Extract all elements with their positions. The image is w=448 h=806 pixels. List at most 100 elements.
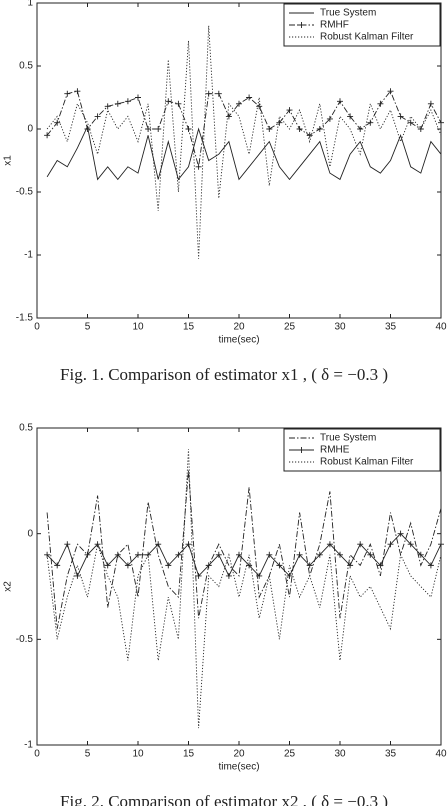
x-tick-label: 0 [34, 749, 40, 760]
figure-caption: Fig. 1. Comparison of estimator x1 , ( δ… [60, 365, 388, 384]
series-marker [397, 113, 404, 120]
y-tick-label: -1.5 [16, 313, 34, 324]
x-tick-label: 10 [132, 322, 144, 333]
series-marker [124, 562, 131, 569]
plot-frame [36, 427, 442, 746]
series-marker [236, 100, 242, 107]
y-tick-label: -0.5 [16, 634, 34, 645]
series-marker [135, 94, 141, 101]
x-tick-label: 10 [132, 749, 144, 760]
series-marker [427, 562, 434, 569]
series-marker [276, 562, 283, 569]
series-marker [135, 551, 141, 558]
series-marker [165, 98, 172, 105]
series-marker [286, 107, 293, 114]
series-marker [438, 541, 444, 548]
series-marker [337, 551, 343, 558]
series-marker [246, 94, 253, 101]
series-marker [84, 551, 91, 558]
series-marker [215, 90, 222, 97]
legend-label: Robust Kalman Filter [320, 32, 414, 43]
series-marker [74, 88, 81, 95]
series-marker [225, 113, 232, 120]
series-marker [377, 562, 384, 569]
x-tick-label: 35 [385, 322, 397, 333]
x-tick-label: 40 [435, 749, 447, 760]
plot-frame [36, 2, 442, 319]
series-marker [326, 541, 333, 548]
series-marker [225, 572, 232, 579]
series-marker [417, 551, 424, 558]
x-tick-label: 40 [435, 322, 447, 333]
series-marker [185, 126, 192, 132]
series-line [46, 470, 442, 629]
legend-label: Robust Kalman Filter [320, 457, 414, 468]
series-marker [427, 100, 434, 107]
series-marker [84, 126, 91, 132]
series-marker [438, 119, 444, 126]
series-marker [205, 562, 212, 569]
series-marker [387, 88, 394, 95]
y-tick-label: -1 [24, 250, 33, 261]
series-marker [296, 551, 303, 558]
series-marker [367, 119, 374, 126]
series-marker [195, 572, 202, 579]
series-marker [104, 103, 111, 110]
x-tick-label: 15 [183, 749, 195, 760]
series-marker [64, 90, 71, 97]
series-marker [124, 98, 131, 105]
series-marker [74, 572, 81, 579]
series-marker [104, 562, 111, 569]
series-marker [306, 562, 313, 569]
y-tick-label: 0.5 [19, 423, 33, 434]
series-marker [256, 103, 263, 110]
series-marker [44, 132, 51, 139]
x-tick-label: 0 [34, 322, 40, 333]
legend-marker [298, 447, 305, 453]
x-tick-label: 5 [85, 322, 91, 333]
series-line [46, 25, 442, 259]
y-tick-label: 0.5 [19, 61, 33, 72]
series-marker [114, 551, 121, 558]
x-tick-label: 20 [233, 749, 245, 760]
y-tick-label: 0 [27, 528, 33, 539]
series-marker [316, 551, 323, 558]
series-marker [236, 551, 242, 558]
series-marker [286, 572, 293, 579]
x-tick-label: 25 [284, 749, 296, 760]
series-marker [64, 541, 71, 548]
series-marker [407, 541, 414, 548]
series-marker [357, 126, 364, 132]
series-marker [54, 119, 61, 126]
series-line [46, 125, 442, 181]
x-axis-label: time(sec) [218, 762, 259, 773]
x-tick-label: 35 [385, 749, 397, 760]
series-marker [145, 126, 152, 132]
series-marker [185, 541, 192, 548]
x-tick-label: 25 [284, 322, 296, 333]
series-marker [155, 541, 162, 548]
series-line [46, 533, 442, 578]
x-tick-label: 30 [334, 322, 346, 333]
x-tick-label: 20 [233, 322, 245, 333]
series-marker [205, 90, 212, 97]
series-marker [397, 530, 404, 537]
series-marker [377, 100, 384, 107]
y-tick-label: 1 [27, 0, 33, 9]
y-axis-label: x2 [3, 581, 14, 592]
legend-marker [298, 22, 305, 28]
series-marker [175, 100, 182, 107]
series-marker [215, 551, 222, 558]
y-tick-label: -1 [24, 740, 33, 751]
series-marker [54, 562, 61, 569]
x-tick-label: 30 [334, 749, 346, 760]
figure-caption: Fig. 2. Comparison of estimator x2 , ( δ… [60, 792, 388, 806]
legend-label: RMHF [320, 20, 349, 31]
series-marker [256, 572, 263, 579]
series-marker [246, 562, 253, 569]
x-tick-label: 15 [183, 322, 195, 333]
y-tick-label: -0.5 [16, 187, 34, 198]
series-marker [165, 562, 172, 569]
x-axis-label: time(sec) [218, 335, 259, 346]
